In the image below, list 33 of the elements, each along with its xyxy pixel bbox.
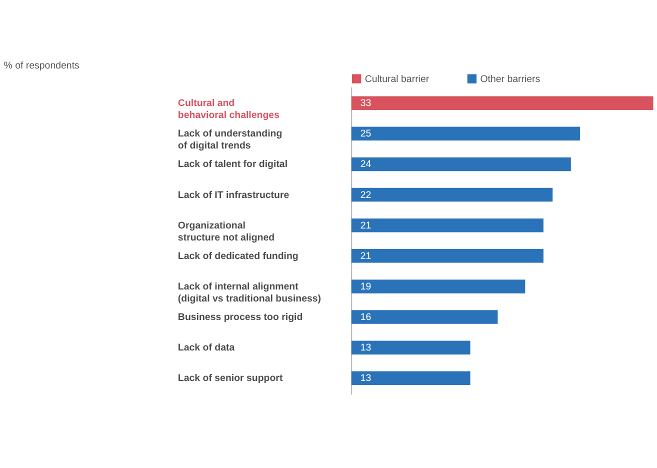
data-label: 16: [360, 312, 372, 324]
legend-label: Cultural barrier: [364, 74, 430, 85]
bar: [351, 126, 580, 141]
bar: [351, 96, 654, 110]
bar: [351, 371, 470, 386]
y-tick-label: Cultural and behavioral challenges: [178, 98, 280, 122]
data-label: 21: [360, 220, 372, 232]
y-tick-label: Lack of understanding of digital trends: [178, 128, 282, 152]
bar: [351, 340, 470, 354]
legend-label: Other barriers: [480, 74, 540, 85]
data-label: 21: [360, 250, 372, 262]
bar: [351, 249, 544, 263]
data-label: 25: [360, 128, 372, 140]
y-tick-label: Lack of IT infrastructure: [178, 190, 290, 201]
bar: [351, 280, 526, 294]
bar: [351, 157, 571, 172]
y-tick-label: Lack of talent for digital: [178, 159, 288, 170]
data-label: 24: [360, 159, 372, 170]
y-tick-label: Business process too rigid: [178, 312, 303, 324]
bar: [351, 188, 553, 202]
y-tick-label: Organizational structure not aligned: [178, 220, 275, 244]
data-label: 22: [360, 190, 372, 201]
bar: [351, 310, 498, 324]
text: % of respondents: [4, 60, 80, 72]
data-label: 19: [360, 281, 372, 292]
y-tick-label: Lack of data: [178, 342, 236, 354]
y-tick-label: Lack of dedicated funding: [178, 250, 298, 262]
bar: [351, 218, 544, 232]
data-label: 13: [360, 342, 372, 354]
y-tick-label: Lack of senior support: [178, 373, 284, 384]
data-label: 33: [360, 98, 372, 110]
data-label: 13: [360, 373, 372, 384]
y-tick-label: Lack of internal alignment (digital vs traditional business): [178, 281, 322, 304]
